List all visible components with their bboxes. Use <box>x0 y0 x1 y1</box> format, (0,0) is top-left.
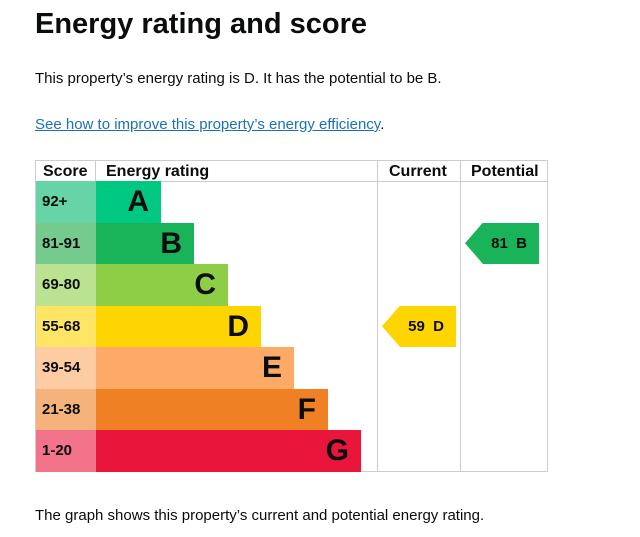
potential-rating-arrow: 81 B <box>465 222 539 264</box>
rating-bar-c: C <box>96 264 228 306</box>
header-current: Current <box>389 163 447 180</box>
improve-link-line: See how to improve this property’s energ… <box>35 116 384 133</box>
rating-bar-f: F <box>96 388 328 430</box>
score-band-d: 55-68 <box>36 305 96 347</box>
rating-bar-e: E <box>96 347 294 389</box>
score-band-c: 69-80 <box>36 264 96 306</box>
rating-bar-d: D <box>96 305 261 347</box>
score-band-b: 81-91 <box>36 222 96 264</box>
current-rating-arrow: 59 D <box>382 305 456 347</box>
divider <box>460 161 461 471</box>
score-band-g: 1-20 <box>36 430 96 472</box>
score-band-a: 92+ <box>36 181 96 223</box>
header-potential: Potential <box>471 163 539 180</box>
chart-footnote: The graph shows this property’s current … <box>35 507 485 524</box>
rating-bar-b: B <box>96 222 194 264</box>
score-band-e: 39-54 <box>36 347 96 389</box>
header-row <box>36 161 548 182</box>
score-band-f: 21-38 <box>36 388 96 430</box>
improve-efficiency-link[interactable]: See how to improve this property’s energ… <box>35 116 381 133</box>
divider <box>377 161 378 471</box>
energy-rating-chart: Score Energy rating Current Potential 92… <box>35 160 548 472</box>
page-title: Energy rating and score <box>35 8 367 40</box>
divider <box>95 161 96 182</box>
rating-summary: This property’s energy rating is D. It h… <box>35 70 442 87</box>
header-energy-rating: Energy rating <box>106 163 210 180</box>
link-suffix: . <box>380 116 385 133</box>
rating-bar-g: G <box>96 430 361 472</box>
rating-bar-a: A <box>96 181 161 223</box>
header-score: Score <box>43 163 88 180</box>
